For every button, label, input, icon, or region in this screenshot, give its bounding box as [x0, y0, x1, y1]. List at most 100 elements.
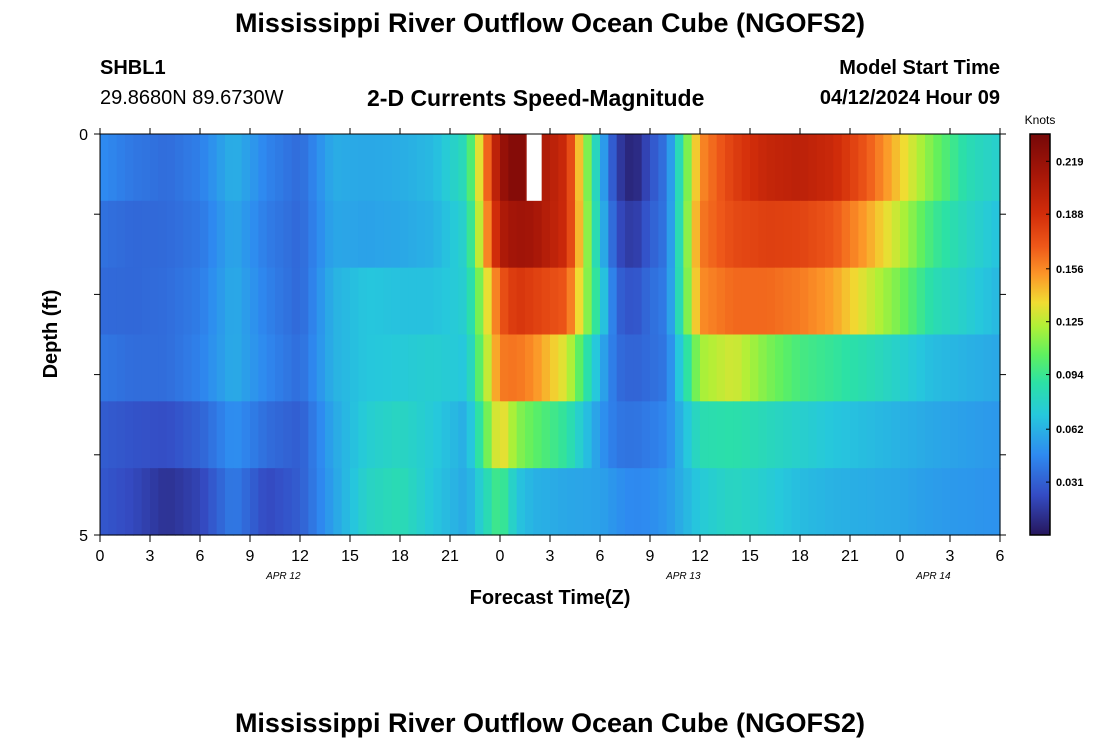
- heatmap-cell: [216, 401, 226, 469]
- heatmap-cell: [683, 334, 693, 402]
- heatmap-cell: [150, 468, 159, 536]
- heatmap-cell: [450, 468, 459, 536]
- heatmap-cell: [891, 334, 901, 402]
- heatmap-cell: [591, 267, 601, 336]
- heatmap-cell: [283, 401, 293, 469]
- heatmap-cell: [900, 468, 909, 536]
- date-label: APR 13: [665, 571, 701, 582]
- heatmap-cell: [100, 401, 109, 469]
- heatmap-cell: [283, 267, 293, 336]
- heatmap-cell: [425, 401, 434, 469]
- x-tick-label: 0: [896, 548, 905, 565]
- heatmap-cell: [191, 200, 201, 269]
- heatmap-cell: [466, 334, 476, 402]
- heatmap-cell: [433, 267, 443, 336]
- heatmap-cell: [591, 468, 601, 536]
- heatmap-cell: [250, 334, 259, 402]
- heatmap-cell: [883, 134, 893, 202]
- heatmap-cell: [233, 468, 243, 536]
- heatmap-cell: [291, 134, 301, 202]
- heatmap-cell: [691, 267, 701, 336]
- heatmap-cell: [808, 468, 818, 536]
- heatmap-cell: [200, 267, 209, 336]
- heatmap-cell: [625, 200, 634, 269]
- heatmap-cell: [616, 134, 626, 202]
- heatmap-cell: [583, 401, 593, 469]
- heatmap-cell: [116, 267, 126, 336]
- heatmap-cell: [608, 401, 618, 469]
- y-tick-label: 0: [79, 127, 88, 144]
- heatmap-cell: [433, 468, 443, 536]
- heatmap-cell: [875, 334, 884, 402]
- heatmap-cell: [183, 200, 193, 269]
- heatmap-cell: [908, 267, 918, 336]
- heatmap-cell: [641, 334, 651, 402]
- heatmap-cell: [533, 334, 543, 402]
- heatmap-cell: [708, 334, 718, 402]
- heatmap-cell: [758, 200, 768, 269]
- heatmap-cell: [100, 334, 109, 402]
- heatmap-cell: [516, 134, 526, 202]
- heatmap-cell: [458, 200, 468, 269]
- heatmap-cell: [175, 134, 184, 202]
- heatmap-cell: [100, 267, 109, 336]
- heatmap-cell: [566, 200, 576, 269]
- heatmap-cell: [275, 468, 284, 536]
- heatmap-cell: [833, 134, 843, 202]
- heatmap-cell: [858, 200, 868, 269]
- x-tick-label: 6: [196, 548, 205, 565]
- heatmap-cell: [766, 334, 776, 402]
- heatmap-cell: [475, 401, 484, 469]
- heatmap-cell: [150, 134, 159, 202]
- heatmap-cell: [983, 200, 993, 269]
- heatmap-cell: [458, 334, 468, 402]
- heatmap-cell: [491, 134, 501, 202]
- heatmap-cell: [258, 134, 268, 202]
- heatmap-cell: [325, 134, 334, 202]
- heatmap-cell: [108, 468, 118, 536]
- heatmap-cell: [225, 468, 234, 536]
- heatmap-cell: [766, 267, 776, 336]
- heatmap-cell: [550, 334, 559, 402]
- heatmap-cell: [566, 134, 576, 202]
- heatmap-cell: [358, 334, 368, 402]
- heatmap-cell: [416, 334, 426, 402]
- heatmap-cell: [741, 134, 751, 202]
- heatmap-cell: [616, 334, 626, 402]
- heatmap-cell: [350, 267, 359, 336]
- heatmap-cell: [391, 200, 401, 269]
- heatmap-cell: [683, 267, 693, 336]
- heatmap-cell: [266, 468, 276, 536]
- heatmap-cell: [141, 334, 151, 402]
- heatmap-cell: [625, 334, 634, 402]
- heatmap-cell: [650, 468, 659, 536]
- heatmap-cell: [333, 134, 343, 202]
- heatmap-cell: [266, 200, 276, 269]
- heatmap-cell: [966, 200, 976, 269]
- heatmap-cell: [725, 468, 734, 536]
- heatmap-cell: [225, 401, 234, 469]
- heatmap-cell: [141, 401, 151, 469]
- heatmap-cell: [558, 267, 568, 336]
- heatmap-cell: [625, 401, 634, 469]
- heatmap-cell: [908, 200, 918, 269]
- heatmap-cell: [216, 334, 226, 402]
- heatmap-cell: [366, 468, 376, 536]
- heatmap-cell: [691, 334, 701, 402]
- heatmap-cell: [283, 200, 293, 269]
- heatmap-cell: [483, 267, 493, 336]
- heatmap-cell: [608, 200, 618, 269]
- heatmap-cell: [341, 134, 351, 202]
- heatmap-cell: [316, 334, 326, 402]
- heatmap-cell: [291, 267, 301, 336]
- heatmap-cell: [758, 401, 768, 469]
- heatmap-cell: [666, 401, 676, 469]
- heatmap-cell: [466, 134, 476, 202]
- heatmap-cell: [575, 134, 584, 202]
- heatmap-cell: [250, 401, 259, 469]
- heatmap-cell: [808, 200, 818, 269]
- heatmap-cell: [158, 468, 168, 536]
- heatmap-cell: [491, 401, 501, 469]
- heatmap-cell: [375, 200, 384, 269]
